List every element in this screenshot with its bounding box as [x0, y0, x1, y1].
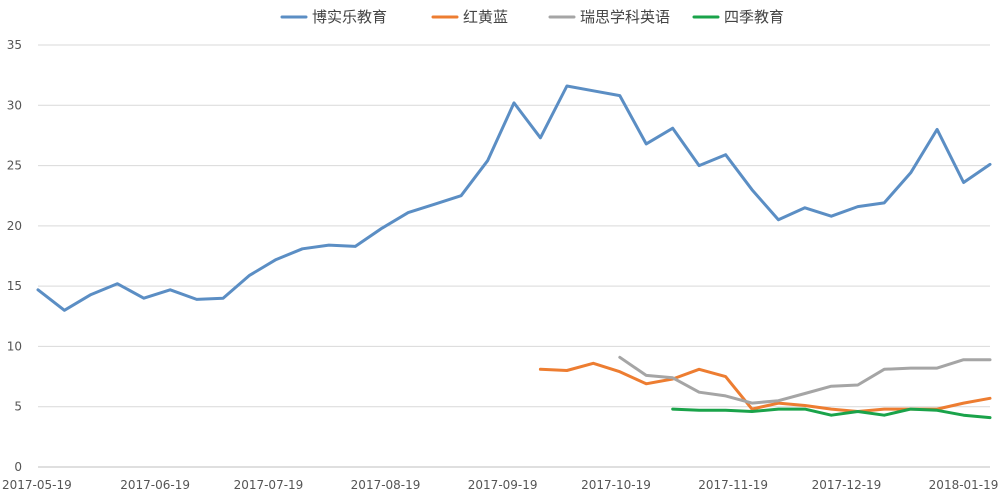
x-tick-label: 2017-12-19 [812, 478, 882, 492]
x-tick-label: 2017-06-19 [120, 478, 190, 492]
x-tick-label: 2018-01-19 [929, 478, 999, 492]
y-tick-label: 15 [7, 279, 22, 293]
y-tick-label: 25 [7, 159, 22, 173]
x-tick-label: 2017-05-19 [2, 478, 72, 492]
series-line-1 [538, 361, 992, 413]
legend-label: 博实乐教育 [312, 8, 387, 26]
y-tick-label: 20 [7, 219, 22, 233]
y-tick-label: 0 [14, 460, 22, 474]
legend-label: 红黄蓝 [463, 8, 508, 26]
x-axis-ticks: 2017-05-19 2017-06-19 2017-07-19 2017-08-19… [2, 478, 998, 492]
legend-label: 瑞思学科英语 [580, 8, 670, 26]
gridlines [38, 44, 990, 468]
x-tick-label: 2017-07-19 [234, 478, 304, 492]
legend-label: 四季教育 [724, 8, 784, 26]
y-tick-label: 10 [7, 339, 22, 353]
x-tick-label: 2017-10-19 [581, 478, 651, 492]
y-tick-label: 35 [7, 38, 22, 52]
x-tick-label: 2017-11-19 [698, 478, 768, 492]
y-axis-ticks: 0 5 10 15 20 25 30 35 [7, 38, 22, 474]
y-tick-label: 5 [14, 400, 22, 414]
series-line-0 [36, 84, 992, 312]
legend: 博实乐教育 红黄蓝 瑞思学科英语 四季教育 [280, 8, 784, 26]
x-tick-label: 2017-08-19 [351, 478, 421, 492]
x-tick-label: 2017-09-19 [468, 478, 538, 492]
series-line-3 [671, 407, 992, 420]
series-line-2 [618, 355, 992, 405]
y-tick-label: 30 [7, 98, 22, 112]
series-lines [36, 84, 992, 420]
